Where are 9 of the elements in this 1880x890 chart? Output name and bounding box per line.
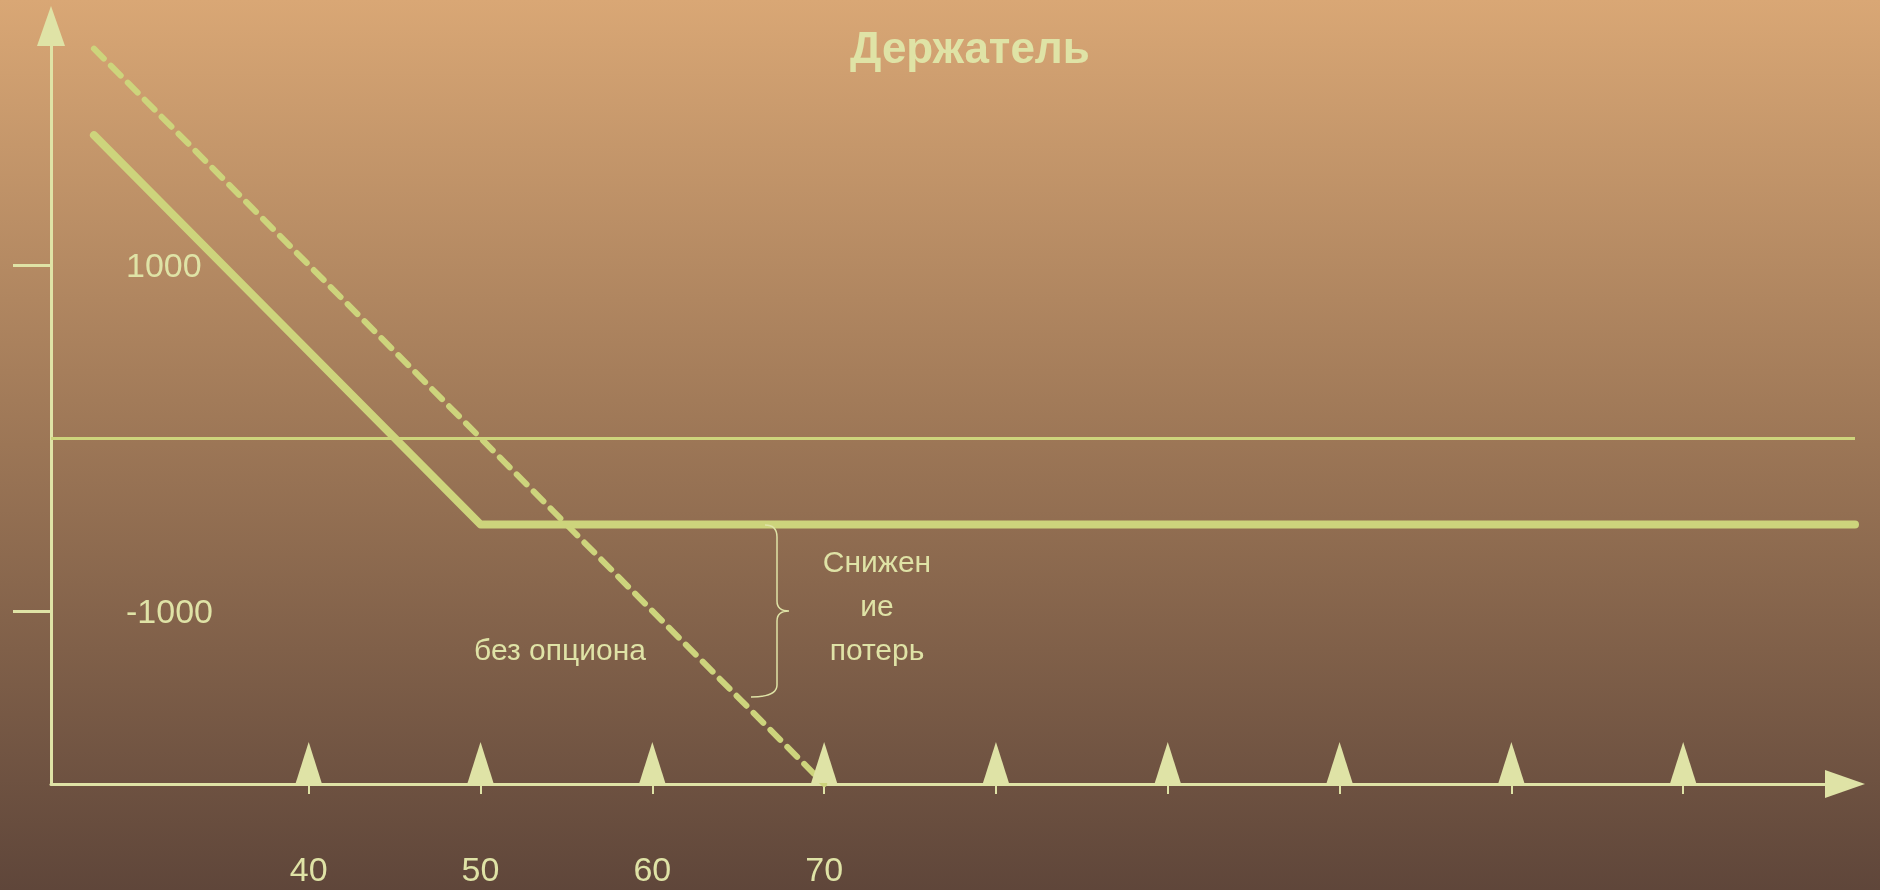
chart-title: Держатель	[850, 22, 1090, 72]
annotation: Снижен ие потерь	[822, 544, 932, 666]
x-tick-label: 40	[289, 850, 328, 888]
y-tick-label: 1000	[126, 245, 202, 284]
x-tick-label: 50	[461, 850, 500, 888]
annotation: без опциона	[474, 632, 647, 666]
y-tick-label: -1000	[126, 591, 213, 630]
x-tick-label: 60	[633, 850, 672, 888]
x-tick-label: 70	[805, 850, 844, 888]
